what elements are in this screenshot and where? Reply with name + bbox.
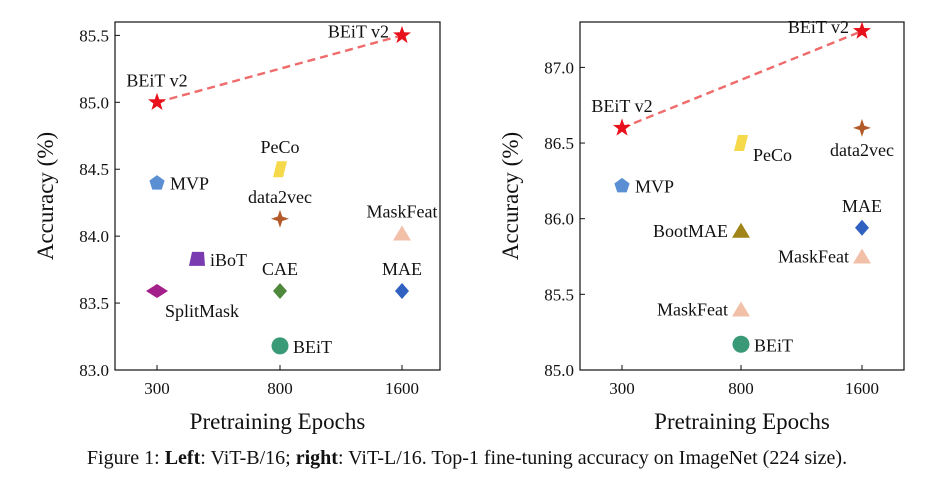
point-label-data2vec: data2vec	[248, 187, 312, 207]
chart-panel-1: 83.0 83.5 84.0 84.5 85.0 85.5 300 800 1600 Pretra…	[33, 21, 441, 434]
y-tick-label: 84.0	[79, 227, 109, 246]
caption-left-bold: Left	[164, 447, 201, 469]
point-marker-beit-v2	[147, 92, 167, 110]
point-marker-splitmask	[146, 284, 168, 299]
x-axis-label: Pretraining Epochs	[654, 409, 830, 434]
trend-line	[621, 29, 863, 130]
y-tick-label: 83.5	[79, 294, 109, 313]
point-marker-mae	[395, 283, 409, 300]
figure-canvas: 83.0 83.5 84.0 84.5 85.0 85.5 300 800 1600 Pretra…	[33, 17, 905, 434]
y-tick-label: 83.0	[79, 361, 109, 380]
figure-caption: Figure 1: Left: ViT-B/16; right: ViT-L/1…	[0, 447, 934, 470]
point-label-mvp: MVP	[635, 176, 674, 196]
point-marker-peco	[734, 135, 748, 152]
point-label-beit-v2: BEiT v2	[328, 21, 389, 41]
point-marker-beit-v2	[392, 25, 412, 44]
point-label-maskfeat: MaskFeat	[657, 299, 728, 319]
caption-right-bold: right	[295, 447, 338, 469]
point-marker-mvp	[149, 175, 165, 190]
point-label-splitmask: SplitMask	[165, 301, 239, 321]
x-tick-label: 800	[267, 379, 293, 398]
chart-panel-2: 85.0 85.5 86.0 86.5 87.0 300 800 1600 Pretrainin…	[498, 17, 905, 434]
y-axis-label: Accuracy (%)	[33, 132, 58, 260]
point-marker-ibot	[189, 251, 205, 266]
x-axis-label: Pretraining Epochs	[190, 409, 366, 434]
x-tick-label: 1600	[845, 379, 879, 398]
point-marker-cae	[273, 283, 287, 300]
point-marker-data2vec	[853, 118, 871, 137]
point-marker-beit-v2	[852, 21, 872, 39]
point-marker-data2vec	[271, 209, 289, 228]
x-tick-label: 300	[609, 379, 635, 398]
point-marker-maskfeat	[853, 248, 871, 264]
point-label-peco: PeCo	[260, 137, 299, 157]
y-tick-label: 87.0	[544, 58, 574, 77]
y-tick-label: 84.5	[79, 160, 109, 179]
point-label-cae: CAE	[262, 259, 298, 279]
caption-prefix: Figure 1:	[86, 447, 165, 469]
point-label-mae: MAE	[842, 196, 882, 216]
point-label-beit-v2: BEiT v2	[591, 96, 652, 116]
point-marker-maskfeat	[393, 225, 411, 241]
plot-area-frame	[114, 21, 441, 371]
point-label-maskfeat: MaskFeat	[778, 247, 849, 267]
point-label-beit: BEiT	[293, 337, 332, 357]
point-marker-bootmae	[732, 222, 750, 238]
y-tick-label: 86.5	[544, 134, 574, 153]
plot-area-frame	[579, 21, 905, 371]
y-axis-label: Accuracy (%)	[498, 132, 523, 260]
y-tick-label: 86.0	[544, 210, 574, 229]
y-tick-label: 85.0	[544, 361, 574, 380]
y-tick-label: 85.5	[544, 285, 574, 304]
point-label-mvp: MVP	[170, 174, 209, 194]
point-label-beit: BEiT	[754, 335, 793, 355]
caption-right-text: : ViT-L/16. Top-1 fine-tuning accuracy o…	[337, 447, 848, 469]
point-marker-beit	[732, 335, 750, 353]
point-label-peco: PeCo	[753, 145, 792, 165]
point-label-maskfeat: MaskFeat	[367, 201, 438, 221]
point-marker-mvp	[614, 177, 630, 193]
y-tick-label: 85.0	[79, 93, 109, 112]
point-label-mae: MAE	[382, 259, 422, 279]
point-marker-mae	[855, 219, 869, 236]
y-tick-label: 85.5	[79, 26, 109, 45]
point-label-data2vec: data2vec	[830, 140, 894, 160]
point-marker-beit	[271, 337, 289, 355]
trend-line	[156, 34, 403, 104]
point-label-ibot: iBoT	[210, 250, 247, 270]
point-marker-beit-v2	[612, 118, 632, 136]
point-label-beit-v2: BEiT v2	[126, 70, 187, 90]
point-marker-maskfeat	[732, 301, 750, 317]
x-tick-label: 800	[728, 379, 754, 398]
point-marker-peco	[273, 161, 287, 178]
point-label-bootmae: BootMAE	[653, 221, 728, 241]
x-tick-label: 1600	[385, 379, 419, 398]
caption-left-text: : ViT-B/16;	[200, 447, 296, 469]
x-tick-label: 300	[144, 379, 170, 398]
point-label-beit-v2: BEiT v2	[788, 17, 849, 37]
